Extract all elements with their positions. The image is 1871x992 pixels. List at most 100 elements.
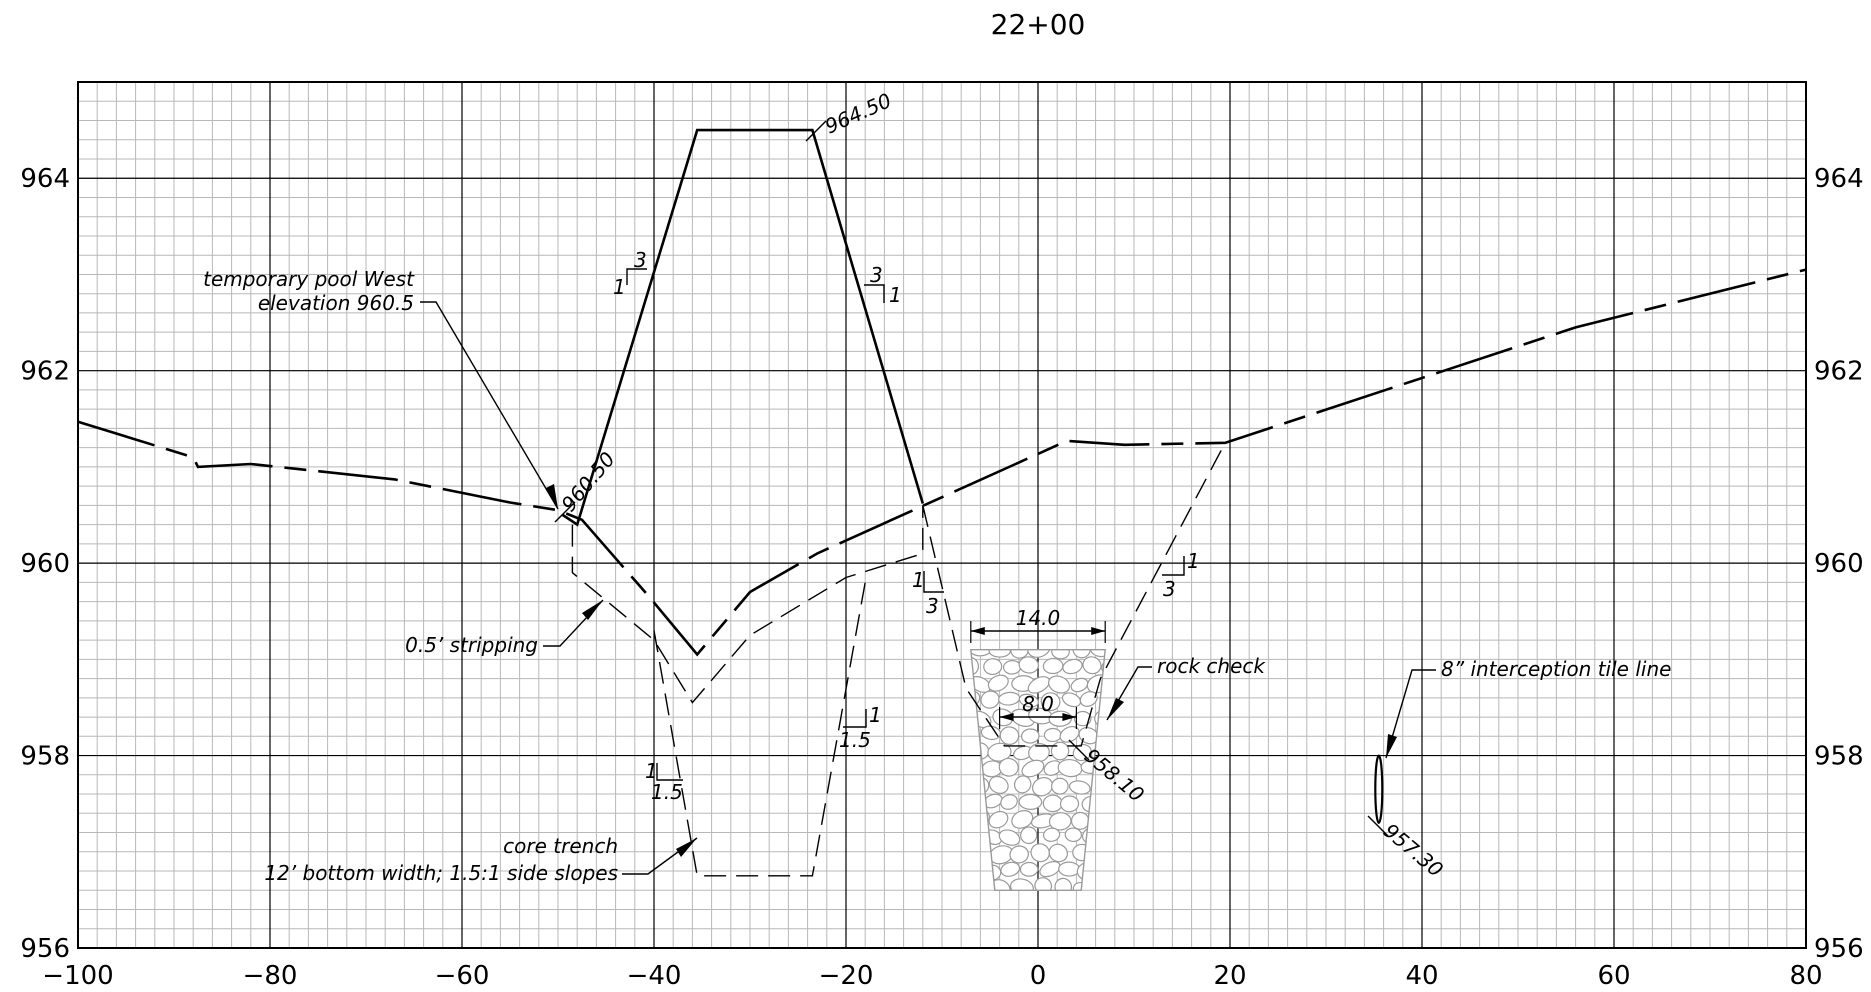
ditch-line	[922, 442, 1226, 747]
rock-stone	[1099, 726, 1106, 743]
rock-stone	[1019, 861, 1039, 877]
rock-stone	[1051, 649, 1070, 660]
annotation-temporary-pool: temporary pool West elevation 960.5	[203, 267, 559, 510]
rock-stone	[1020, 728, 1040, 744]
rock-stone	[1043, 727, 1062, 743]
slope-mark-embank-right: 3 1	[864, 263, 902, 307]
rock-stone	[987, 742, 1012, 762]
rock-stone	[1027, 649, 1052, 658]
slope-mark-strip-right: 1 3	[912, 568, 944, 618]
slope-mark-embank-left: 1 3	[613, 248, 647, 299]
rock-stone	[1048, 675, 1071, 694]
minor-grid	[77, 81, 1807, 949]
rock-check-outline	[970, 649, 1106, 891]
y-tick-label-right: 958	[1814, 742, 1864, 772]
rock-stone	[1082, 656, 1102, 675]
slope-run: 1	[889, 283, 902, 307]
x-axis-ticks: −100 −80 −60 −40 −20 0 20 40 60 80	[42, 961, 1822, 991]
rock-stone	[1034, 877, 1053, 891]
rock-stone	[1070, 677, 1089, 693]
rock-stone	[1009, 878, 1034, 891]
x-tick-label: 40	[1405, 961, 1438, 991]
y-tick-label-right: 964	[1814, 164, 1864, 194]
core-label-line2: 12’ bottom width; 1.5:1 side slopes	[264, 861, 618, 885]
slope-run: 3	[926, 594, 939, 618]
y-tick-label-left: 956	[20, 934, 70, 964]
rock-stone	[1018, 793, 1043, 810]
x-tick-label: −40	[627, 961, 682, 991]
rock-stone	[988, 810, 1009, 829]
y-tick-label-right: 956	[1814, 934, 1864, 964]
x-tick-label: −20	[819, 961, 874, 991]
rock-stone	[970, 844, 976, 862]
rock-stone	[1018, 693, 1039, 708]
y-tick-label-right: 960	[1814, 549, 1864, 579]
rock-stone	[1064, 827, 1082, 843]
rock-stone	[1050, 777, 1069, 795]
x-tick-label: −80	[243, 961, 298, 991]
dimension-14: 14.0	[970, 606, 1106, 643]
rock-stone	[1032, 776, 1054, 797]
rock-stone	[1058, 861, 1081, 877]
x-tick-label: −100	[42, 961, 113, 991]
rock-stone	[1090, 812, 1106, 826]
elev-label-957-30: 957.30	[1367, 815, 1448, 882]
rock-stone	[970, 826, 981, 844]
annotation-core-trench: core trench 12’ bottom width; 1.5:1 side…	[264, 834, 698, 885]
elev-label-964-50: 964.50	[805, 88, 895, 142]
rock-stone	[1000, 861, 1021, 877]
slope-rise: 1	[613, 275, 626, 299]
x-tick-label: 20	[1213, 961, 1246, 991]
rock-stone	[998, 829, 1021, 846]
y-tick-label-left: 964	[20, 164, 70, 194]
y-tick-label-right: 962	[1814, 357, 1864, 387]
annotation-stripping: 0.5’ stripping	[405, 599, 604, 657]
rock-stone	[1021, 759, 1045, 778]
core-label-line1: core trench	[503, 834, 618, 858]
x-tick-label: 60	[1597, 961, 1630, 991]
y-tick-label-left: 958	[20, 742, 70, 772]
rock-stone	[1039, 861, 1061, 878]
annotation-rock-check: rock check	[1106, 654, 1266, 721]
rock-stone	[1073, 710, 1092, 727]
rock-stone	[970, 649, 993, 657]
slope-run: 1.5	[651, 780, 683, 804]
slope-rise: 1	[1187, 549, 1200, 573]
rock-stone	[1061, 692, 1082, 708]
rock-stone	[1042, 827, 1061, 842]
tile-line-pipe	[1374, 754, 1384, 825]
y-axis-ticks-right: 956 958 960 962 964	[1814, 164, 1864, 964]
x-tick-label: 80	[1789, 961, 1822, 991]
rock-stone	[1068, 780, 1091, 795]
rock-stone	[1020, 826, 1038, 845]
rock-stone	[1018, 656, 1039, 674]
rock-stone	[1000, 794, 1018, 810]
rock-stone	[1013, 775, 1032, 794]
embankment-line	[562, 128, 925, 527]
rock-stone	[970, 862, 984, 881]
y-axis-ticks-left: 956 958 960 962 964	[20, 164, 70, 964]
rock-stone	[1040, 692, 1061, 712]
annotation-tile-line: 8” interception tile line	[1385, 657, 1671, 759]
rock-stone	[983, 658, 1003, 676]
rock-stone	[1059, 795, 1080, 813]
rock-stone	[1048, 843, 1069, 863]
rock-stone	[1011, 810, 1034, 829]
rock-stone	[998, 757, 1019, 777]
pool-label-line2: elevation 960.5	[258, 291, 414, 315]
elevation-957-30: 957.30	[1379, 818, 1448, 881]
rock-stone	[1042, 657, 1064, 675]
slope-rise: 3	[870, 263, 883, 287]
slope-run: 3	[634, 248, 647, 272]
stripping-line	[571, 505, 924, 704]
rock-stone	[970, 877, 993, 891]
rock-stone	[950, 880, 968, 895]
y-tick-label-left: 962	[20, 357, 70, 387]
rock-stone	[1009, 845, 1029, 864]
rock-check-label: rock check	[1157, 654, 1266, 678]
rock-stone	[1101, 659, 1106, 678]
slope-mark-core-left: 1 1.5	[645, 759, 683, 804]
rock-stone	[1002, 660, 1022, 675]
rock-stone	[999, 726, 1020, 745]
